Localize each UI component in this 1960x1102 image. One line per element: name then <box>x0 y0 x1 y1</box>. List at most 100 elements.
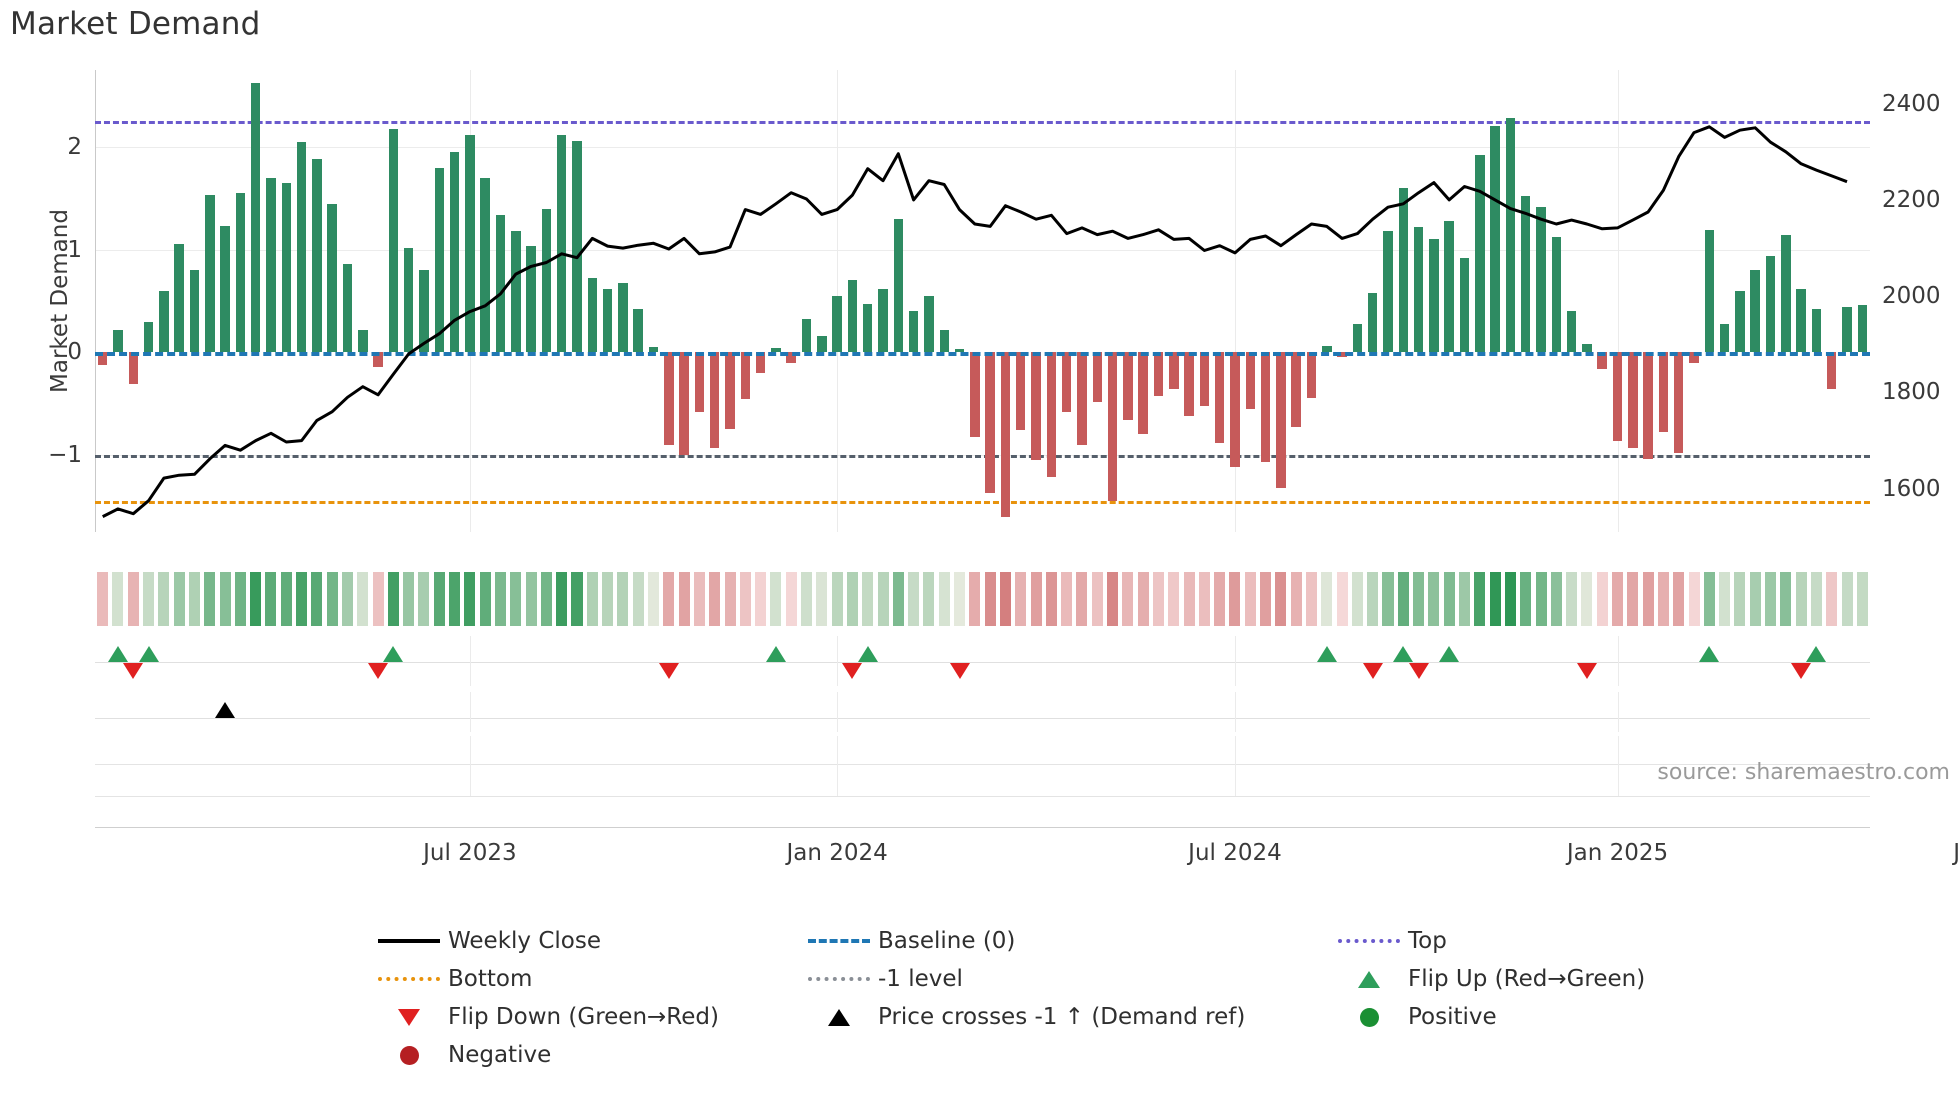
demand-bar <box>189 270 200 353</box>
demand-bar <box>1413 227 1424 353</box>
demand-bar <box>480 177 490 353</box>
legend-label: Top <box>1408 928 1447 954</box>
legend-label: Positive <box>1408 1004 1497 1030</box>
triangle-up-icon <box>828 1008 850 1026</box>
demand-bar <box>893 218 904 353</box>
demand-bar <box>312 159 322 353</box>
heatmap-cell <box>1045 572 1057 626</box>
demand-bar <box>1551 237 1562 353</box>
demand-bar <box>296 141 307 353</box>
heatmap-cell <box>1351 572 1363 626</box>
flip-down-marker <box>1408 663 1429 679</box>
heatmap-cell <box>1765 572 1777 626</box>
demand-bar <box>1291 352 1301 428</box>
source-note: source: sharemaestro.com <box>1657 760 1950 785</box>
flip-down-marker <box>949 663 970 679</box>
demand-bar <box>143 321 154 353</box>
heatmap-cell <box>999 572 1011 626</box>
demand-bar <box>985 352 995 493</box>
heatmap-cell <box>1290 572 1302 626</box>
legend-label: Baseline (0) <box>878 928 1016 954</box>
legend-key <box>1330 939 1408 943</box>
y-axis-tick-right: 1600 <box>1882 475 1941 502</box>
demand-bar <box>1475 155 1485 353</box>
demand-bar <box>1031 352 1041 461</box>
cross-axis-line <box>95 718 1870 719</box>
legend-label: Flip Down (Green→Red) <box>448 1004 719 1030</box>
heatmap-cell <box>602 572 614 626</box>
heatmap-cell <box>1856 572 1868 626</box>
legend-key <box>370 939 448 943</box>
legend-key <box>1330 970 1408 988</box>
triangle-down-icon <box>398 1008 420 1026</box>
heatmap-cell <box>1107 572 1119 626</box>
legend-label: Bottom <box>448 966 533 992</box>
demand-bar <box>847 280 858 353</box>
demand-bar <box>1398 188 1409 353</box>
heatmap-cell <box>1703 572 1715 626</box>
demand-bar <box>250 83 261 353</box>
heatmap-cell <box>571 572 583 626</box>
demand-bar <box>1367 292 1378 353</box>
heatmap-cell <box>494 572 506 626</box>
legend-item: Positive <box>1330 998 1590 1036</box>
demand-bar <box>1505 118 1516 353</box>
demand-bar <box>679 352 689 455</box>
heatmap-cell <box>1076 572 1088 626</box>
gridline <box>95 249 1870 251</box>
demand-bar <box>1429 239 1439 353</box>
demand-bar <box>1000 352 1011 517</box>
demand-bar <box>556 134 567 353</box>
heatmap-cell <box>296 572 308 626</box>
demand-bar <box>1123 352 1133 421</box>
legend-key <box>800 977 878 981</box>
heatmap-cell <box>1734 572 1746 626</box>
demand-bar <box>572 140 582 353</box>
demand-bar <box>1765 255 1776 353</box>
heatmap-cell <box>1168 572 1180 626</box>
heatmap-cell <box>173 572 185 626</box>
heatmap-cell <box>801 572 813 626</box>
demand-bar <box>327 204 337 353</box>
flip-down-marker <box>123 663 144 679</box>
heatmap-cell <box>1474 572 1486 626</box>
heatmap-cell <box>1810 572 1822 626</box>
demand-bar <box>1658 352 1669 433</box>
heatmap-cell <box>1428 572 1440 626</box>
gridline-vertical <box>1234 736 1236 796</box>
demand-bar <box>1689 352 1699 363</box>
demand-bar <box>587 278 598 353</box>
heatmap-cell <box>127 572 139 626</box>
heatmap-cell <box>265 572 277 626</box>
heatmap-cell <box>1443 572 1455 626</box>
demand-bar <box>1306 352 1317 398</box>
price-cross-marker <box>215 702 236 718</box>
heatmap-cell <box>464 572 476 626</box>
demand-bar <box>465 134 475 353</box>
demand-bar <box>511 231 521 353</box>
demand-bar <box>1781 235 1791 353</box>
heatmap-cell <box>908 572 920 626</box>
heatmap-cell <box>1657 572 1669 626</box>
heatmap-cell <box>1367 572 1379 626</box>
demand-bar <box>1061 352 1072 412</box>
demand-bar <box>373 352 383 367</box>
x-axis-tick: Jul 2023 <box>423 840 517 866</box>
legend-item: Negative <box>370 1036 800 1074</box>
legend-label: Negative <box>448 1042 552 1068</box>
heatmap-cell <box>326 572 338 626</box>
legend-row: Bottom -1 level Flip Up (Red→Green) <box>370 960 1645 998</box>
legend-item: Flip Up (Red→Green) <box>1330 960 1645 998</box>
legend-key <box>370 1045 448 1065</box>
demand-bar <box>1322 346 1332 353</box>
demand-bar <box>1230 352 1240 468</box>
heatmap-cell <box>1566 572 1578 626</box>
legend-item: Price crosses -1 ↑ (Demand ref) <box>800 998 1330 1036</box>
heatmap-cell <box>341 572 353 626</box>
heatmap-cell <box>1061 572 1073 626</box>
demand-bar <box>1046 352 1057 477</box>
demand-bar <box>1811 309 1822 353</box>
page-title: Market Demand <box>10 6 261 42</box>
heatmap-cell <box>143 572 155 626</box>
demand-bar <box>908 311 919 353</box>
